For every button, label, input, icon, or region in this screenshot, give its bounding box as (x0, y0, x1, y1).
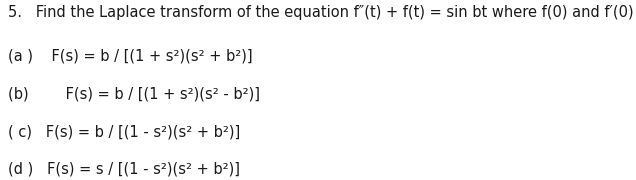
Text: ( c)   F(s) = b / [(1 - s²)(s² + b²)]: ( c) F(s) = b / [(1 - s²)(s² + b²)] (8, 124, 240, 139)
Text: (b)        F(s) = b / [(1 + s²)(s² - b²)]: (b) F(s) = b / [(1 + s²)(s² - b²)] (8, 86, 259, 101)
Text: 5.   Find the Laplace transform of the equation f″(t) + f(t) = sin bt where f(0): 5. Find the Laplace transform of the equ… (8, 5, 636, 20)
Text: (d )   F(s) = s / [(1 - s²)(s² + b²)]: (d ) F(s) = s / [(1 - s²)(s² + b²)] (8, 162, 240, 177)
Text: (a )    F(s) = b / [(1 + s²)(s² + b²)]: (a ) F(s) = b / [(1 + s²)(s² + b²)] (8, 49, 252, 64)
